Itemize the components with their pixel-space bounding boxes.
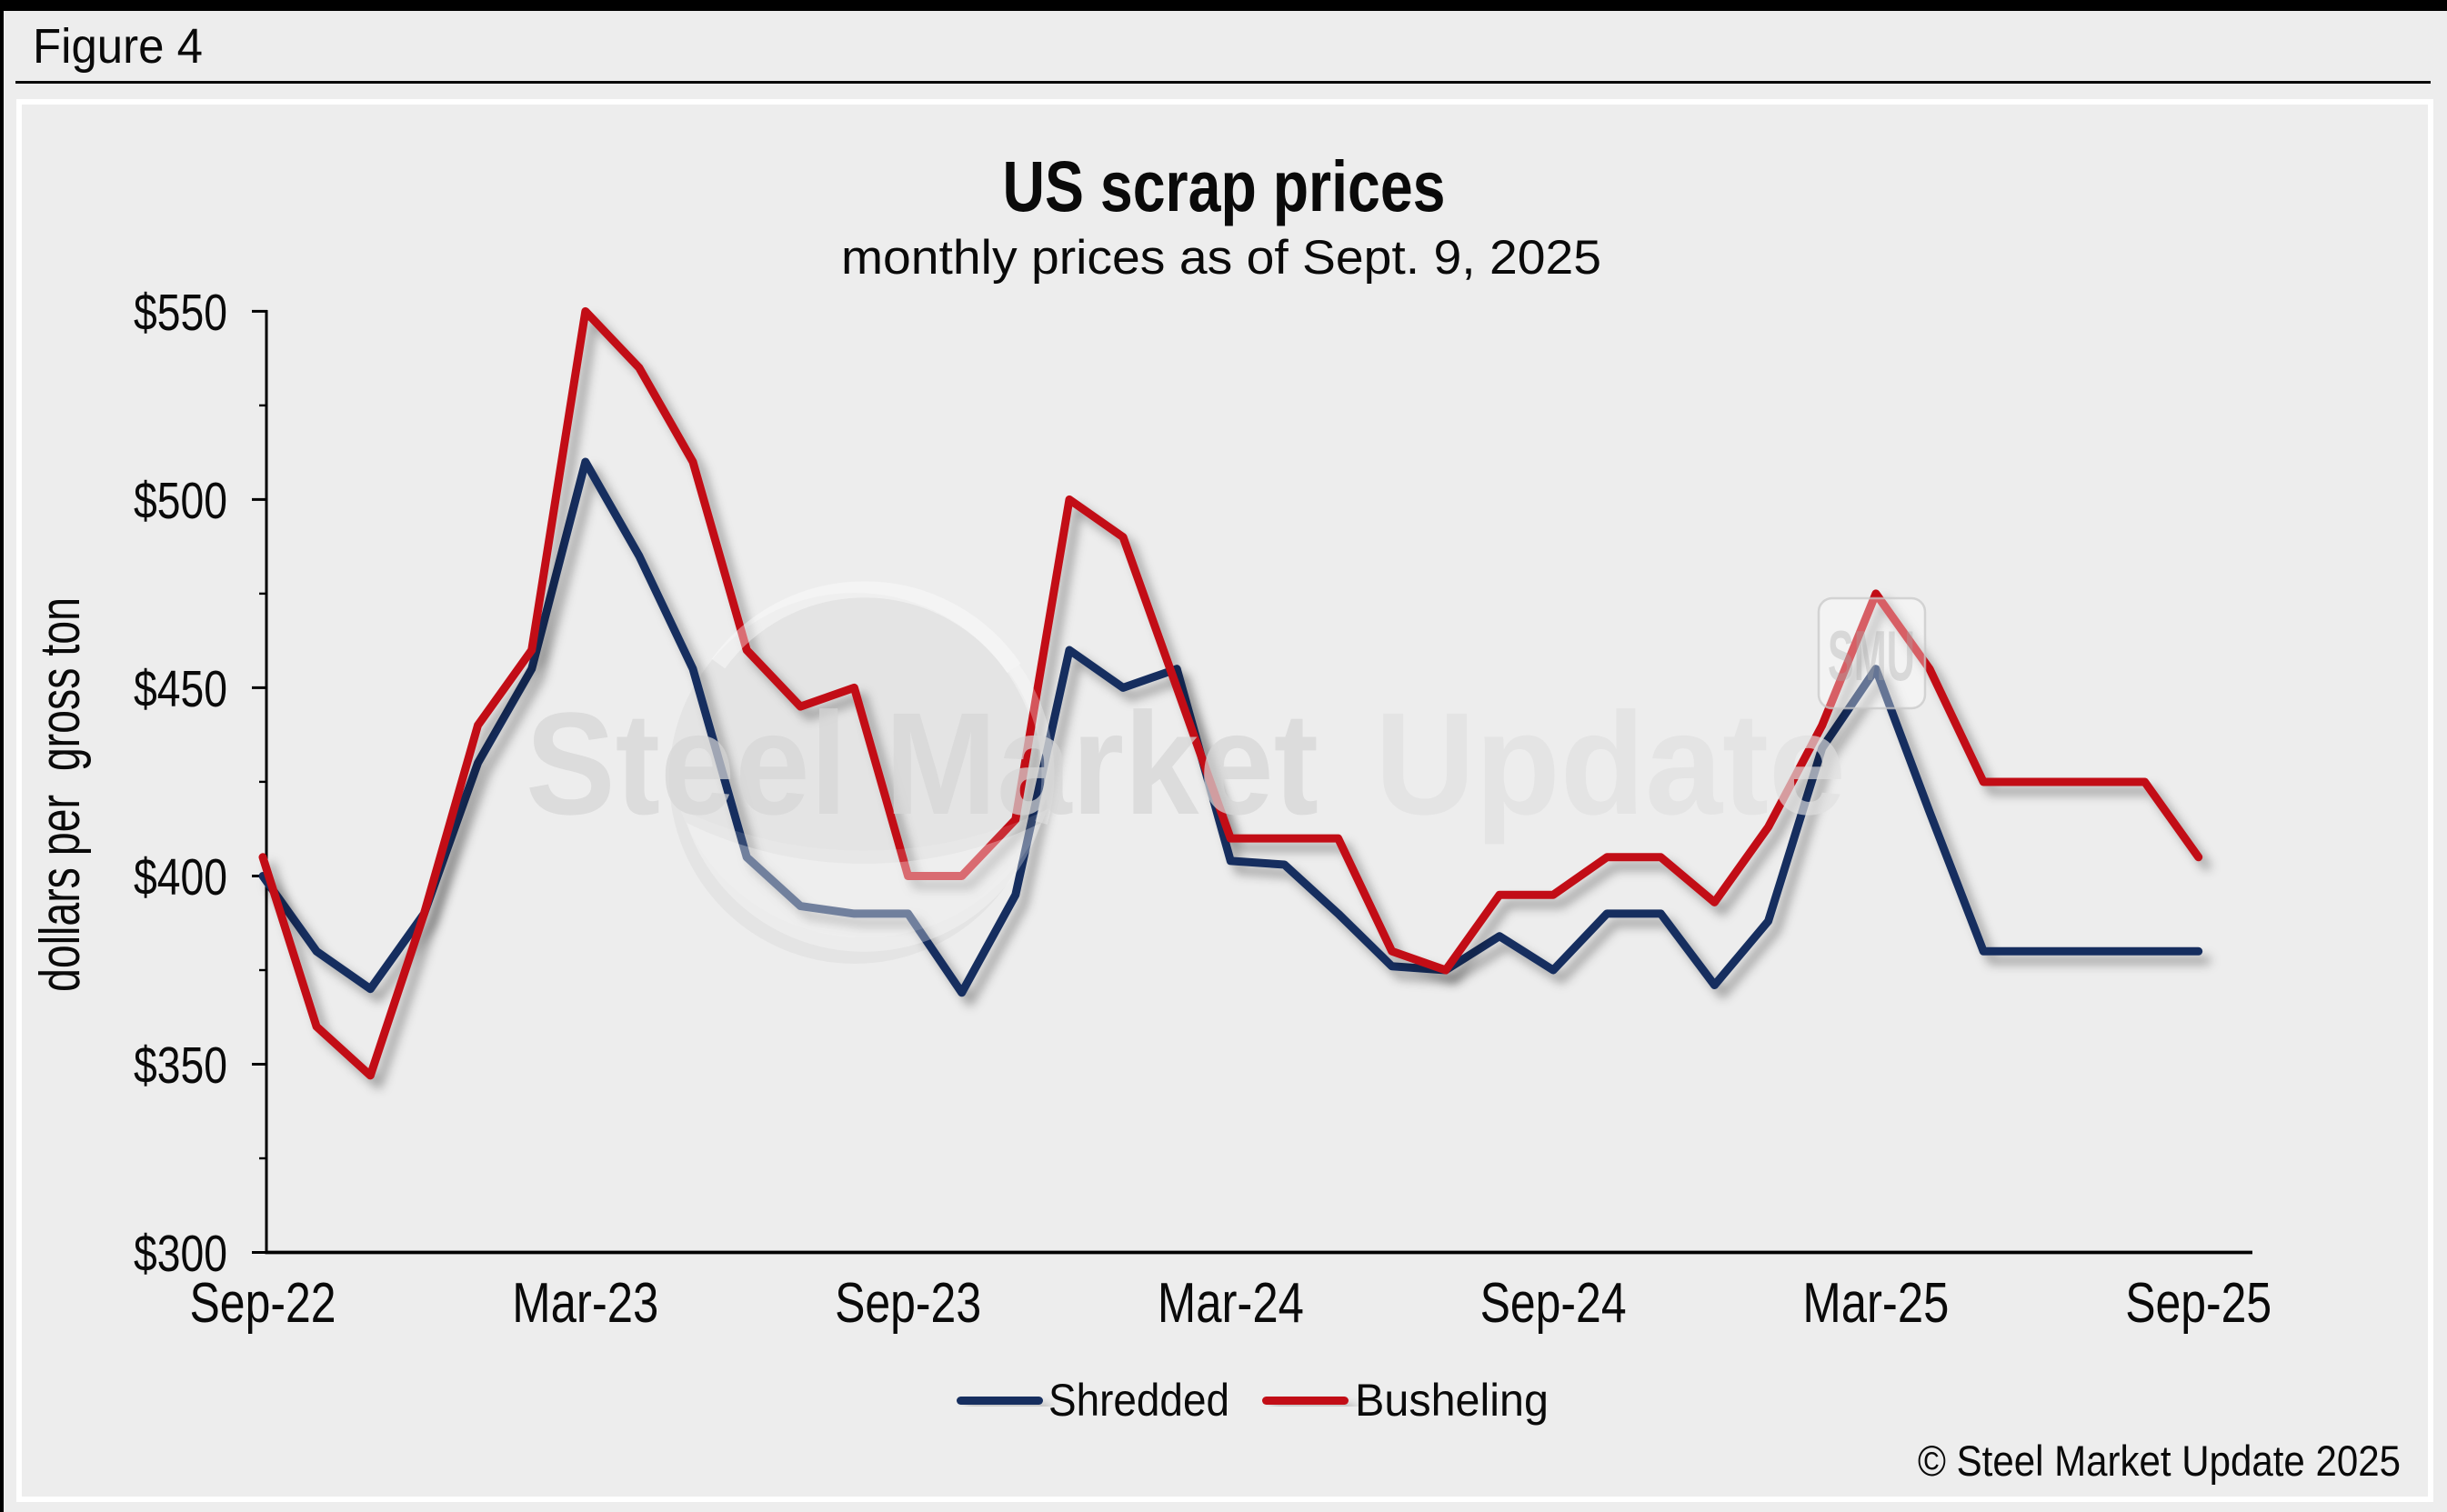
svg-text:Mar-24: Mar-24 xyxy=(1158,1272,1304,1335)
svg-text:Mar-23: Mar-23 xyxy=(512,1272,658,1335)
svg-text:© Steel Market Update 2025: © Steel Market Update 2025 xyxy=(1918,1437,2401,1485)
svg-text:Sep-23: Sep-23 xyxy=(835,1272,981,1335)
svg-text:Update: Update xyxy=(1375,682,1846,845)
svg-text:Sep-24: Sep-24 xyxy=(1480,1272,1627,1335)
svg-text:Figure 4: Figure 4 xyxy=(33,19,203,74)
svg-text:Sep-25: Sep-25 xyxy=(2125,1272,2271,1335)
svg-text:US scrap prices: US scrap prices xyxy=(1003,145,1446,226)
svg-text:Busheling: Busheling xyxy=(1355,1375,1549,1426)
svg-text:dollars per gross ton: dollars per gross ton xyxy=(29,597,92,992)
svg-text:monthly prices as of Sept. 9,: monthly prices as of Sept. 9, 2025 xyxy=(841,231,1601,285)
svg-text:$350: $350 xyxy=(134,1036,227,1095)
svg-text:Sep-22: Sep-22 xyxy=(190,1272,336,1335)
svg-text:$550: $550 xyxy=(134,284,227,342)
svg-text:$500: $500 xyxy=(134,472,227,530)
svg-text:$450: $450 xyxy=(134,660,227,718)
svg-text:$300: $300 xyxy=(134,1225,227,1283)
svg-text:Steel Market: Steel Market xyxy=(526,682,1319,845)
svg-text:Shredded: Shredded xyxy=(1048,1375,1229,1426)
svg-text:SMU: SMU xyxy=(1828,616,1915,696)
svg-text:$400: $400 xyxy=(134,848,227,906)
svg-text:Mar-25: Mar-25 xyxy=(1802,1272,1949,1335)
